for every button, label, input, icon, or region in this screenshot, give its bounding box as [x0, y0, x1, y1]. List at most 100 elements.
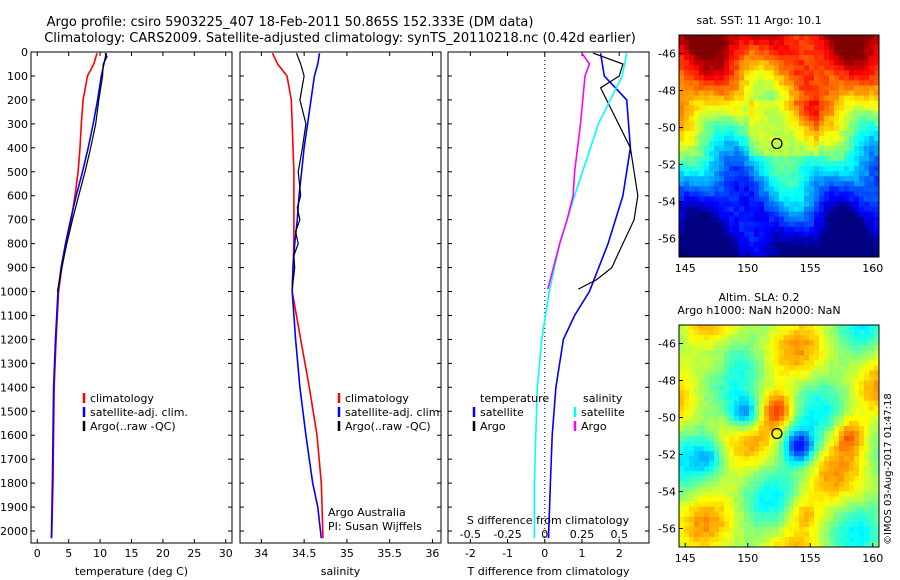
sla-map-cell: [699, 395, 705, 401]
sla-map-cell: [774, 410, 780, 417]
sla-map-cell: [844, 345, 850, 351]
sst-map-cell: [864, 90, 870, 96]
sla-map-cell: [789, 415, 795, 422]
sla-map-cell: [779, 365, 785, 371]
sst-map-cell: [774, 221, 780, 228]
sst-map-cell: [874, 196, 880, 202]
sla-map-cell: [704, 405, 710, 412]
sla-map-cell: [759, 526, 765, 533]
sla-map-cell: [804, 385, 810, 391]
sla-map-cell: [714, 405, 720, 412]
sst-map-cell: [859, 226, 865, 233]
sst-map-cell: [694, 196, 700, 202]
sla-map-x-tick-label: 155: [800, 552, 821, 565]
sla-map-cell: [699, 496, 705, 502]
sst-map-cell: [834, 201, 840, 207]
sst-map-cell: [744, 191, 750, 197]
sla-map-cell: [794, 496, 800, 502]
sla-map-cell: [684, 420, 690, 427]
sla-map-cell: [819, 340, 825, 346]
sla-map-cell: [754, 451, 760, 457]
sst-map-cell: [694, 120, 700, 127]
sla-map-cell: [719, 325, 725, 331]
sst-map-cell: [759, 55, 765, 61]
sst-map-cell: [769, 181, 775, 187]
sla-map-cell: [794, 415, 800, 422]
sla-map-cell: [764, 531, 770, 538]
sst-map-cell: [869, 146, 875, 152]
sst-map-cell: [874, 156, 880, 162]
sla-map-cell: [769, 395, 775, 401]
sst-map-cell: [864, 206, 870, 212]
sst-map-cell: [784, 135, 790, 142]
sst-map-cell: [844, 35, 850, 41]
sla-map-cell: [794, 541, 800, 548]
sst-map-cell: [764, 191, 770, 197]
sst-map-cell: [679, 95, 685, 101]
sst-map-cell: [789, 90, 795, 96]
sst-map-cell: [724, 105, 730, 111]
sst-map-cell: [864, 186, 870, 192]
sla-map-cell: [694, 456, 700, 462]
sla-map-cell: [854, 425, 860, 432]
sst-map-cell: [784, 125, 790, 132]
sst-map-cell: [874, 191, 880, 197]
difference-x-tick-label: -2: [465, 547, 476, 560]
sst-map-cell: [769, 60, 775, 66]
sst-map-cell: [809, 65, 815, 71]
sst-map-cell: [749, 151, 755, 157]
sst-map-cell: [779, 115, 785, 122]
sla-map-cell: [779, 330, 785, 336]
sla-map-cell: [849, 420, 855, 427]
sst-map-cell: [854, 181, 860, 187]
sla-map-cell: [704, 425, 710, 432]
sla-map-cell: [804, 461, 810, 467]
sst-map-cell: [764, 241, 770, 248]
sla-map-cell: [764, 436, 770, 442]
sla-map-cell: [784, 375, 790, 381]
sla-map-cell: [759, 476, 765, 482]
sst-map-cell: [809, 221, 815, 228]
sst-map-cell: [729, 166, 735, 172]
sst-map-cell: [689, 35, 695, 41]
sla-map-cell: [694, 345, 700, 351]
sst-map-cell: [864, 95, 870, 101]
sst-map-cell: [754, 90, 760, 96]
sla-map-cell: [739, 380, 745, 386]
sla-map-cell: [854, 441, 860, 447]
sst-map-cell: [769, 95, 775, 101]
sla-map-cell: [799, 345, 805, 351]
sst-map-cell: [679, 196, 685, 202]
sla-map-cell: [849, 360, 855, 366]
sla-map-cell: [774, 380, 780, 386]
sla-map-cell: [874, 501, 880, 507]
sst-map-cell: [734, 135, 740, 142]
sst-map-cell: [754, 130, 760, 137]
sla-map-cell: [839, 395, 845, 401]
sla-map-cell: [874, 496, 880, 502]
sla-map-cell: [819, 425, 825, 432]
sst-map-cell: [839, 70, 845, 76]
sla-map-cell: [744, 461, 750, 467]
sst-map-cell: [849, 110, 855, 117]
sla-map-cell: [724, 420, 730, 427]
sst-map-cell: [704, 80, 710, 86]
sst-map-cell: [794, 241, 800, 248]
sla-map-cell: [859, 375, 865, 381]
difference-x-tick-label: 2: [616, 547, 623, 560]
sla-map-cell: [809, 375, 815, 381]
sst-map-cell: [679, 186, 685, 192]
sla-map-cell: [734, 390, 740, 396]
sla-map-cell: [754, 496, 760, 502]
sst-map-cell: [689, 135, 695, 142]
sst-map-cell: [714, 40, 720, 46]
sst-map-cell: [739, 35, 745, 41]
sst-map-cell: [779, 181, 785, 187]
sla-map-cell: [819, 466, 825, 472]
sst-map-cell: [724, 166, 730, 172]
sst-map-cell: [694, 166, 700, 172]
difference-legend-t-title: temperature: [480, 392, 549, 405]
sla-map-cell: [784, 400, 790, 407]
sla-map-cell: [859, 481, 865, 487]
